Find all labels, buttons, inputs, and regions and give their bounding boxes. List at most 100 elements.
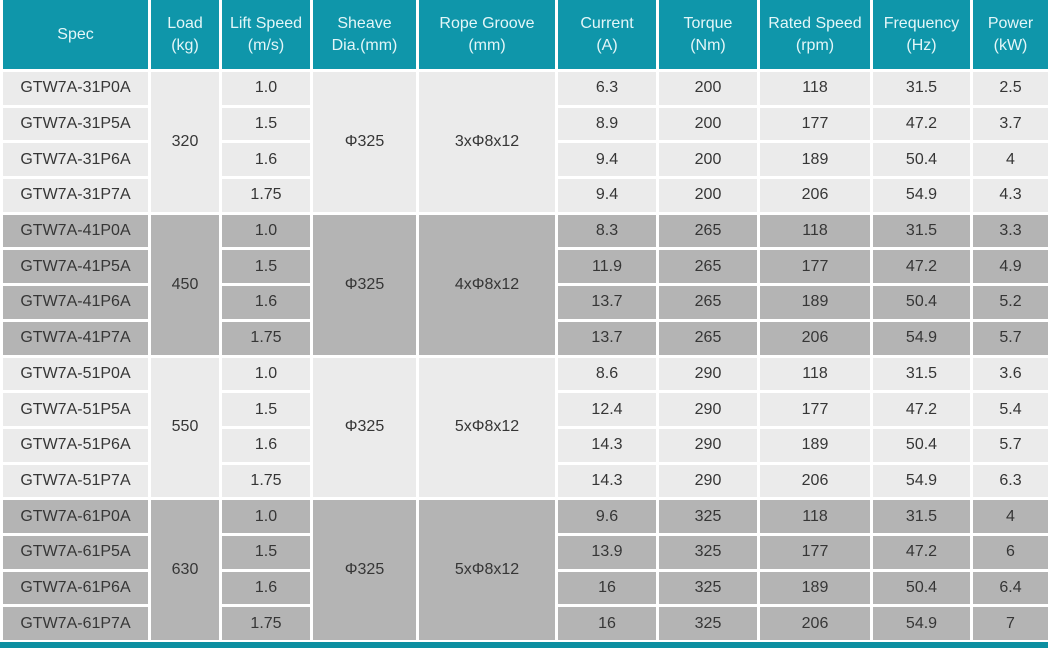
- table-body: GTW7A-31P0A 320 1.0 Φ325 3xΦ8x12 6.3 200 118 31.…: [3, 72, 1048, 640]
- header-cell-frequency: Frequency (Hz): [873, 0, 970, 69]
- header-label: Lift Speed: [229, 15, 303, 33]
- cell-frequency: 50.4: [873, 571, 970, 605]
- cell-rated-speed: 118: [760, 500, 870, 533]
- table-row: GTW7A-31P0A 320 1.0 Φ325 3xΦ8x12 6.3 200 118 31.…: [3, 72, 1048, 212]
- cell-rated-speed: 189: [760, 286, 870, 319]
- cell-lift-speed: 1.75: [222, 179, 310, 212]
- cell-torque: 200: [659, 107, 757, 141]
- header-label: Current: [580, 15, 634, 33]
- cell-rope-groove: 5xΦ8x12: [419, 500, 555, 640]
- cell-lift-speed: 1.6: [222, 428, 310, 462]
- cell-power: 4: [973, 143, 1048, 177]
- cell-torque: 265: [659, 321, 757, 355]
- table-row: GTW7A-61P6A 1.6 16 325 189 50.4 6.4: [3, 571, 1048, 605]
- header-unit: (Hz): [906, 36, 937, 54]
- cell-current: 14.3: [558, 464, 656, 498]
- cell-lift-speed: 1.75: [222, 321, 310, 355]
- cell-load: 320: [151, 72, 219, 212]
- table-row: GTW7A-31P6A 1.6 9.4 200 189 50.4 4: [3, 143, 1048, 177]
- cell-torque: 325: [659, 607, 757, 640]
- cell-current: 13.7: [558, 286, 656, 319]
- header-unit: (m/s): [247, 36, 285, 54]
- cell-frequency: 54.9: [873, 179, 970, 212]
- cell-sheave-dia: Φ325: [313, 72, 416, 212]
- cell-frequency: 47.2: [873, 393, 970, 426]
- cell-current: 8.6: [558, 357, 656, 391]
- cell-current: 9.6: [558, 500, 656, 533]
- cell-rated-speed: 206: [760, 321, 870, 355]
- cell-spec: GTW7A-51P7A: [3, 464, 148, 498]
- cell-spec: GTW7A-61P0A: [3, 500, 148, 533]
- cell-frequency: 50.4: [873, 286, 970, 319]
- cell-spec: GTW7A-41P7A: [3, 321, 148, 355]
- cell-sheave-dia: Φ325: [313, 500, 416, 640]
- cell-power: 5.7: [973, 428, 1048, 462]
- header-label: Rated Speed: [768, 15, 862, 33]
- header-cell-rated-speed: Rated Speed (rpm): [760, 0, 870, 69]
- cell-current: 8.3: [558, 214, 656, 248]
- cell-torque: 265: [659, 214, 757, 248]
- cell-spec: GTW7A-41P0A: [3, 214, 148, 248]
- table-row: GTW7A-51P6A 1.6 14.3 290 189 50.4 5.7: [3, 428, 1048, 462]
- cell-rated-speed: 177: [760, 393, 870, 426]
- cell-lift-speed: 1.5: [222, 107, 310, 141]
- table-row: GTW7A-41P0A 450 1.0 Φ325 4xΦ8x12 8.3 265 118 31.…: [3, 214, 1048, 355]
- cell-current: 16: [558, 571, 656, 605]
- cell-rope-groove: 4xΦ8x12: [419, 214, 555, 355]
- cell-lift-speed: 1.6: [222, 286, 310, 319]
- cell-torque: 265: [659, 286, 757, 319]
- cell-torque: 325: [659, 500, 757, 533]
- table-row: GTW7A-41P6A 1.6 13.7 265 189 50.4 5.2: [3, 286, 1048, 319]
- cell-current: 16: [558, 607, 656, 640]
- cell-current: 12.4: [558, 393, 656, 426]
- cell-power: 5.7: [973, 321, 1048, 355]
- cell-frequency: 31.5: [873, 214, 970, 248]
- header-cell-sheave-dia: Sheave Dia.(mm): [313, 0, 416, 69]
- cell-lift-speed: 1.0: [222, 72, 310, 105]
- cell-rated-speed: 177: [760, 107, 870, 141]
- table-row: GTW7A-31P7A 1.75 9.4 200 206 54.9 4.3: [3, 179, 1048, 212]
- cell-lift-speed: 1.6: [222, 571, 310, 605]
- cell-torque: 290: [659, 357, 757, 391]
- cell-spec: GTW7A-51P6A: [3, 428, 148, 462]
- table-row: GTW7A-41P7A 1.75 13.7 265 206 54.9 5.7: [3, 321, 1048, 355]
- cell-rated-speed: 189: [760, 143, 870, 177]
- cell-power: 6: [973, 535, 1048, 569]
- cell-torque: 290: [659, 428, 757, 462]
- header-label: Power: [987, 15, 1034, 33]
- header-label: Load: [167, 15, 203, 33]
- bottom-accent-bar: [0, 642, 1048, 648]
- cell-current: 13.7: [558, 321, 656, 355]
- cell-current: 13.9: [558, 535, 656, 569]
- table-header: Spec Load (kg) Lift Speed (m/s) Sheave Dia.(mm…: [3, 0, 1048, 69]
- cell-lift-speed: 1.5: [222, 535, 310, 569]
- header-unit: (A): [596, 36, 618, 54]
- cell-spec: GTW7A-31P5A: [3, 107, 148, 141]
- cell-rope-groove: 3xΦ8x12: [419, 72, 555, 212]
- cell-rated-speed: 177: [760, 250, 870, 284]
- cell-spec: GTW7A-61P5A: [3, 535, 148, 569]
- cell-rated-speed: 206: [760, 464, 870, 498]
- cell-current: 11.9: [558, 250, 656, 284]
- cell-rated-speed: 118: [760, 214, 870, 248]
- cell-spec: GTW7A-31P6A: [3, 143, 148, 177]
- cell-frequency: 50.4: [873, 428, 970, 462]
- cell-power: 5.2: [973, 286, 1048, 319]
- cell-frequency: 54.9: [873, 321, 970, 355]
- cell-power: 4.9: [973, 250, 1048, 284]
- cell-spec: GTW7A-51P0A: [3, 357, 148, 391]
- cell-lift-speed: 1.0: [222, 214, 310, 248]
- header-unit: (rpm): [795, 36, 835, 54]
- header-unit: Dia.(mm): [331, 36, 398, 54]
- header-cell-torque: Torque (Nm): [659, 0, 757, 69]
- cell-spec: GTW7A-61P6A: [3, 571, 148, 605]
- cell-frequency: 47.2: [873, 535, 970, 569]
- cell-current: 8.9: [558, 107, 656, 141]
- cell-load: 550: [151, 357, 219, 498]
- cell-rated-speed: 189: [760, 571, 870, 605]
- cell-frequency: 47.2: [873, 250, 970, 284]
- cell-power: 4.3: [973, 179, 1048, 212]
- header-cell-power: Power (kW): [973, 0, 1048, 69]
- cell-rated-speed: 206: [760, 607, 870, 640]
